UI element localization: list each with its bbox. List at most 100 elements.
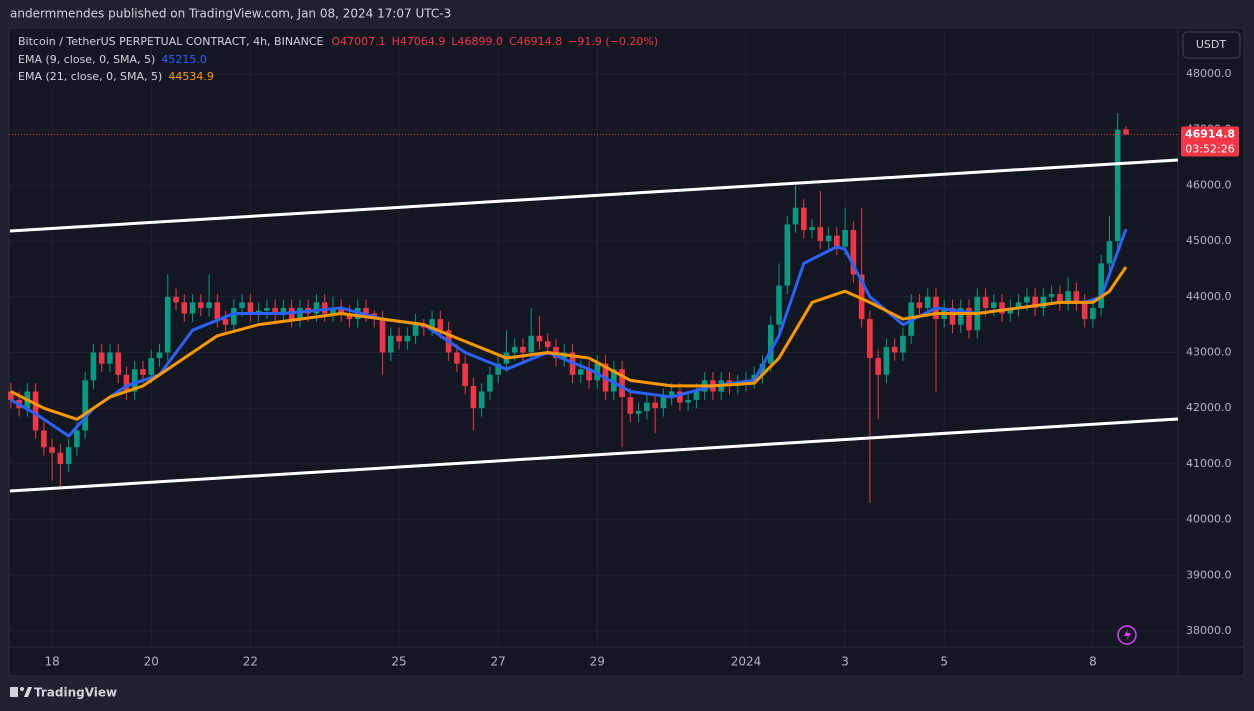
candle-body [900,335,906,353]
x-tick-label: 3 [841,655,849,669]
candle-body [577,369,584,375]
y-tick-label: 39000.0 [1186,568,1232,581]
candle-body [611,369,617,392]
candle-body [437,319,444,331]
candle-body [966,307,972,331]
legend-value: 44534.9 [168,70,214,83]
x-tick-label: 22 [243,655,258,669]
candle-body [528,335,535,353]
candle-body [825,235,832,242]
ohlc-value: O47007.1 [331,35,385,48]
y-tick-label: 44000.0 [1186,290,1232,303]
candle-body [454,352,460,364]
y-tick-label: 46000.0 [1186,178,1232,191]
candle-body [41,430,47,448]
ohlc-legend: O47007.1 H47064.9 L46899.0 C46914.8 −91.9 (−… [331,35,658,48]
x-tick-label: 18 [44,655,59,669]
x-tick-label: 8 [1089,655,1097,669]
candle-body [767,324,774,364]
logo-dot [20,687,24,691]
candle-body [867,319,873,359]
candle-body [131,369,138,392]
x-tick-label: 27 [491,655,506,669]
price-tag-value: 46914.8 [1185,127,1235,140]
candle-body [817,227,824,242]
y-tick-label: 43000.0 [1186,346,1232,359]
candle-body [627,397,634,414]
alert-bolt [1124,629,1131,641]
candle-body [1065,291,1071,303]
candle-body [8,391,14,400]
candle-body [297,307,303,320]
candle-body [1057,294,1063,303]
candle-body [387,335,394,353]
candle-body [850,229,857,275]
candle-body [156,352,163,359]
candle-body [1040,296,1047,308]
grid [9,28,1178,647]
candle-body [148,358,155,375]
candle-body [198,302,204,308]
candle-body [32,391,39,431]
candle-body [1098,263,1104,308]
candle-body [792,207,799,225]
ema-line [10,266,1128,421]
candle-body [478,391,485,409]
candle-body [916,302,923,308]
candle-body [82,380,88,431]
ema-line [10,228,1128,438]
candle-body [65,447,72,464]
candle-body [90,352,97,381]
candle-body [949,307,956,325]
alert-icon[interactable] [1117,625,1137,645]
currency-button[interactable] [1182,31,1241,59]
candle-body [801,207,807,230]
logo-block [10,687,18,697]
candle-body [891,346,898,353]
candle-body [685,399,691,403]
candle-body [784,224,791,286]
candle-body [1073,291,1080,303]
candle-body [321,302,328,314]
candle-body [1007,307,1014,314]
candle-body [1081,302,1088,320]
y-tick-label: 42000.0 [1186,401,1232,414]
candle-body [429,319,435,328]
x-tick-label: 29 [590,655,605,669]
candle-body [834,235,840,247]
candle-body [635,410,642,414]
price-tag-countdown: 03:52:26 [1185,142,1234,155]
candle-body [462,363,468,386]
ohlc-value: −91.9 (−0.20%) [568,35,658,48]
candle-body [1090,307,1096,320]
y-tick-label: 45000.0 [1186,234,1232,247]
candle-body [693,391,700,400]
candle-body [280,307,287,314]
candle-body [924,296,931,308]
candle-body [98,352,105,364]
candle-body [1114,129,1121,242]
candle-body [858,274,865,320]
currency[interactable]: USDT [1196,38,1227,51]
candle-body [999,302,1005,314]
candle-body [776,285,782,325]
candle-body [586,369,592,381]
axes: 38000.0 39000.0 40000.0 41000.0 42000.0 43000… [44,67,1239,669]
candle-body [644,402,650,411]
candle-body [404,335,411,342]
candle-body [363,307,369,314]
candle-body [1015,302,1022,308]
x-tick-label: 5 [940,655,948,669]
ohlc-value: L46899.0 [451,35,503,48]
candle-body [107,352,113,364]
candle-body [140,369,146,375]
candle-body [412,324,419,336]
candle-body [652,402,658,409]
y-tick-label: 40000.0 [1186,513,1232,526]
candle-body [1048,294,1055,297]
candle-body [520,346,526,353]
candle-body [619,369,625,398]
candle-body [173,296,179,303]
candle-body [272,307,278,314]
